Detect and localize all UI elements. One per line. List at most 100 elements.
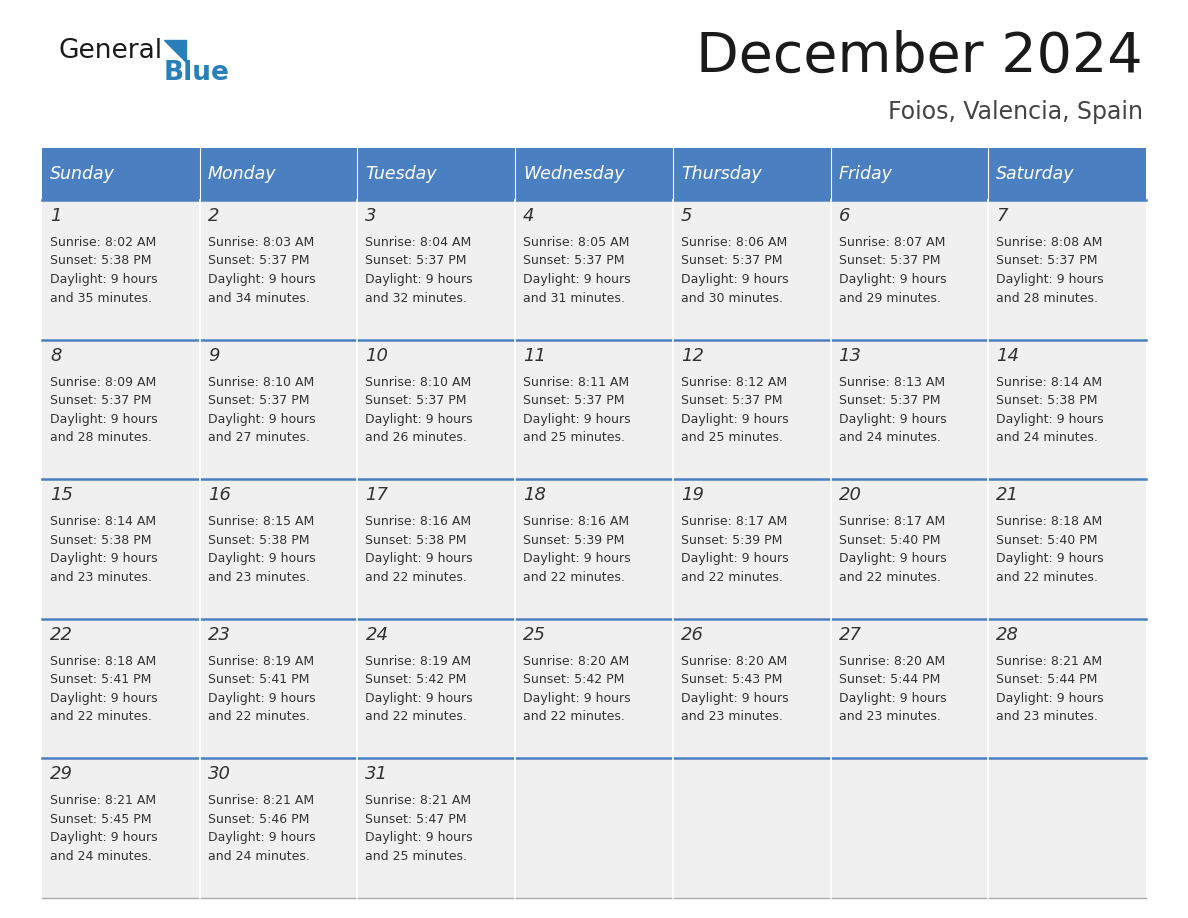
Text: Sunrise: 8:16 AM: Sunrise: 8:16 AM: [523, 515, 630, 528]
Text: Daylight: 9 hours: Daylight: 9 hours: [366, 412, 473, 426]
Text: and 22 minutes.: and 22 minutes.: [50, 711, 152, 723]
Text: Daylight: 9 hours: Daylight: 9 hours: [208, 553, 315, 565]
Text: and 27 minutes.: and 27 minutes.: [208, 431, 310, 444]
Text: and 25 minutes.: and 25 minutes.: [681, 431, 783, 444]
Text: 20: 20: [839, 487, 861, 504]
Text: Foios, Valencia, Spain: Foios, Valencia, Spain: [887, 100, 1143, 124]
Text: 21: 21: [997, 487, 1019, 504]
Text: and 24 minutes.: and 24 minutes.: [997, 431, 1098, 444]
Text: Daylight: 9 hours: Daylight: 9 hours: [997, 553, 1104, 565]
Text: and 22 minutes.: and 22 minutes.: [839, 571, 941, 584]
Text: Daylight: 9 hours: Daylight: 9 hours: [839, 692, 946, 705]
Text: Daylight: 9 hours: Daylight: 9 hours: [681, 273, 789, 286]
Text: Daylight: 9 hours: Daylight: 9 hours: [50, 412, 158, 426]
Bar: [200, 200, 358, 340]
Text: 14: 14: [997, 347, 1019, 364]
Text: and 29 minutes.: and 29 minutes.: [839, 292, 941, 305]
Text: and 24 minutes.: and 24 minutes.: [208, 850, 310, 863]
Bar: [516, 758, 672, 898]
Text: 2: 2: [208, 207, 220, 225]
Bar: [358, 619, 516, 758]
Text: Sunrise: 8:10 AM: Sunrise: 8:10 AM: [208, 375, 314, 388]
Text: and 22 minutes.: and 22 minutes.: [366, 711, 467, 723]
Text: Sunset: 5:37 PM: Sunset: 5:37 PM: [523, 394, 625, 407]
Text: Sunrise: 8:10 AM: Sunrise: 8:10 AM: [366, 375, 472, 388]
Text: Daylight: 9 hours: Daylight: 9 hours: [523, 273, 631, 286]
Text: Sunrise: 8:05 AM: Sunrise: 8:05 AM: [523, 236, 630, 249]
Text: 8: 8: [50, 347, 62, 364]
Text: 16: 16: [208, 487, 230, 504]
Text: Sunrise: 8:03 AM: Sunrise: 8:03 AM: [208, 236, 314, 249]
Text: Daylight: 9 hours: Daylight: 9 hours: [839, 273, 946, 286]
Text: Sunset: 5:37 PM: Sunset: 5:37 PM: [839, 254, 940, 267]
Text: and 22 minutes.: and 22 minutes.: [681, 571, 783, 584]
Text: Sunrise: 8:17 AM: Sunrise: 8:17 AM: [681, 515, 788, 528]
Text: Sunset: 5:38 PM: Sunset: 5:38 PM: [997, 394, 1098, 407]
Bar: [830, 148, 988, 200]
Text: 28: 28: [997, 626, 1019, 644]
Bar: [672, 619, 830, 758]
Text: Daylight: 9 hours: Daylight: 9 hours: [839, 553, 946, 565]
Text: Sunset: 5:42 PM: Sunset: 5:42 PM: [366, 673, 467, 687]
Text: Sunset: 5:38 PM: Sunset: 5:38 PM: [50, 254, 152, 267]
Text: Sunset: 5:37 PM: Sunset: 5:37 PM: [208, 254, 309, 267]
Text: 22: 22: [50, 626, 72, 644]
Text: Daylight: 9 hours: Daylight: 9 hours: [523, 553, 631, 565]
Text: Sunrise: 8:09 AM: Sunrise: 8:09 AM: [50, 375, 157, 388]
Text: Sunrise: 8:02 AM: Sunrise: 8:02 AM: [50, 236, 157, 249]
Text: Sunrise: 8:20 AM: Sunrise: 8:20 AM: [523, 655, 630, 667]
Text: Sunset: 5:37 PM: Sunset: 5:37 PM: [839, 394, 940, 407]
Text: Daylight: 9 hours: Daylight: 9 hours: [839, 412, 946, 426]
Text: and 25 minutes.: and 25 minutes.: [523, 431, 625, 444]
Bar: [200, 758, 358, 898]
Text: Sunset: 5:43 PM: Sunset: 5:43 PM: [681, 673, 782, 687]
Text: Daylight: 9 hours: Daylight: 9 hours: [208, 412, 315, 426]
Text: 27: 27: [839, 626, 861, 644]
Text: Sunrise: 8:04 AM: Sunrise: 8:04 AM: [366, 236, 472, 249]
Text: Sunrise: 8:21 AM: Sunrise: 8:21 AM: [208, 794, 314, 808]
Bar: [200, 619, 358, 758]
Text: Sunrise: 8:14 AM: Sunrise: 8:14 AM: [50, 515, 156, 528]
Text: and 30 minutes.: and 30 minutes.: [681, 292, 783, 305]
Text: and 24 minutes.: and 24 minutes.: [50, 850, 152, 863]
Text: Daylight: 9 hours: Daylight: 9 hours: [997, 273, 1104, 286]
Bar: [358, 148, 516, 200]
Text: and 23 minutes.: and 23 minutes.: [50, 571, 152, 584]
Text: 13: 13: [839, 347, 861, 364]
Text: Sunset: 5:45 PM: Sunset: 5:45 PM: [50, 813, 152, 826]
Text: Daylight: 9 hours: Daylight: 9 hours: [523, 412, 631, 426]
Text: Saturday: Saturday: [997, 165, 1075, 183]
Text: General: General: [58, 38, 162, 64]
Bar: [358, 479, 516, 619]
Text: 26: 26: [681, 626, 703, 644]
Text: 6: 6: [839, 207, 851, 225]
Text: Sunset: 5:38 PM: Sunset: 5:38 PM: [366, 533, 467, 547]
Text: Daylight: 9 hours: Daylight: 9 hours: [366, 553, 473, 565]
Text: Wednesday: Wednesday: [523, 165, 625, 183]
Text: Sunrise: 8:20 AM: Sunrise: 8:20 AM: [839, 655, 944, 667]
Text: Sunset: 5:44 PM: Sunset: 5:44 PM: [839, 673, 940, 687]
Bar: [672, 148, 830, 200]
Bar: [42, 340, 200, 479]
Text: Sunrise: 8:21 AM: Sunrise: 8:21 AM: [50, 794, 156, 808]
Text: 11: 11: [523, 347, 546, 364]
Polygon shape: [164, 40, 187, 62]
Text: Sunrise: 8:12 AM: Sunrise: 8:12 AM: [681, 375, 786, 388]
Text: Sunrise: 8:20 AM: Sunrise: 8:20 AM: [681, 655, 788, 667]
Bar: [988, 758, 1146, 898]
Text: and 23 minutes.: and 23 minutes.: [839, 711, 941, 723]
Text: Sunrise: 8:13 AM: Sunrise: 8:13 AM: [839, 375, 944, 388]
Text: Sunset: 5:42 PM: Sunset: 5:42 PM: [523, 673, 625, 687]
Text: Daylight: 9 hours: Daylight: 9 hours: [50, 553, 158, 565]
Bar: [830, 479, 988, 619]
Text: Thursday: Thursday: [681, 165, 762, 183]
Text: Sunrise: 8:11 AM: Sunrise: 8:11 AM: [523, 375, 630, 388]
Bar: [988, 148, 1146, 200]
Text: Sunrise: 8:17 AM: Sunrise: 8:17 AM: [839, 515, 944, 528]
Text: and 23 minutes.: and 23 minutes.: [681, 711, 783, 723]
Text: Blue: Blue: [164, 60, 229, 86]
Text: Daylight: 9 hours: Daylight: 9 hours: [208, 832, 315, 845]
Text: Sunrise: 8:18 AM: Sunrise: 8:18 AM: [997, 515, 1102, 528]
Text: 5: 5: [681, 207, 693, 225]
Text: Sunset: 5:37 PM: Sunset: 5:37 PM: [523, 254, 625, 267]
